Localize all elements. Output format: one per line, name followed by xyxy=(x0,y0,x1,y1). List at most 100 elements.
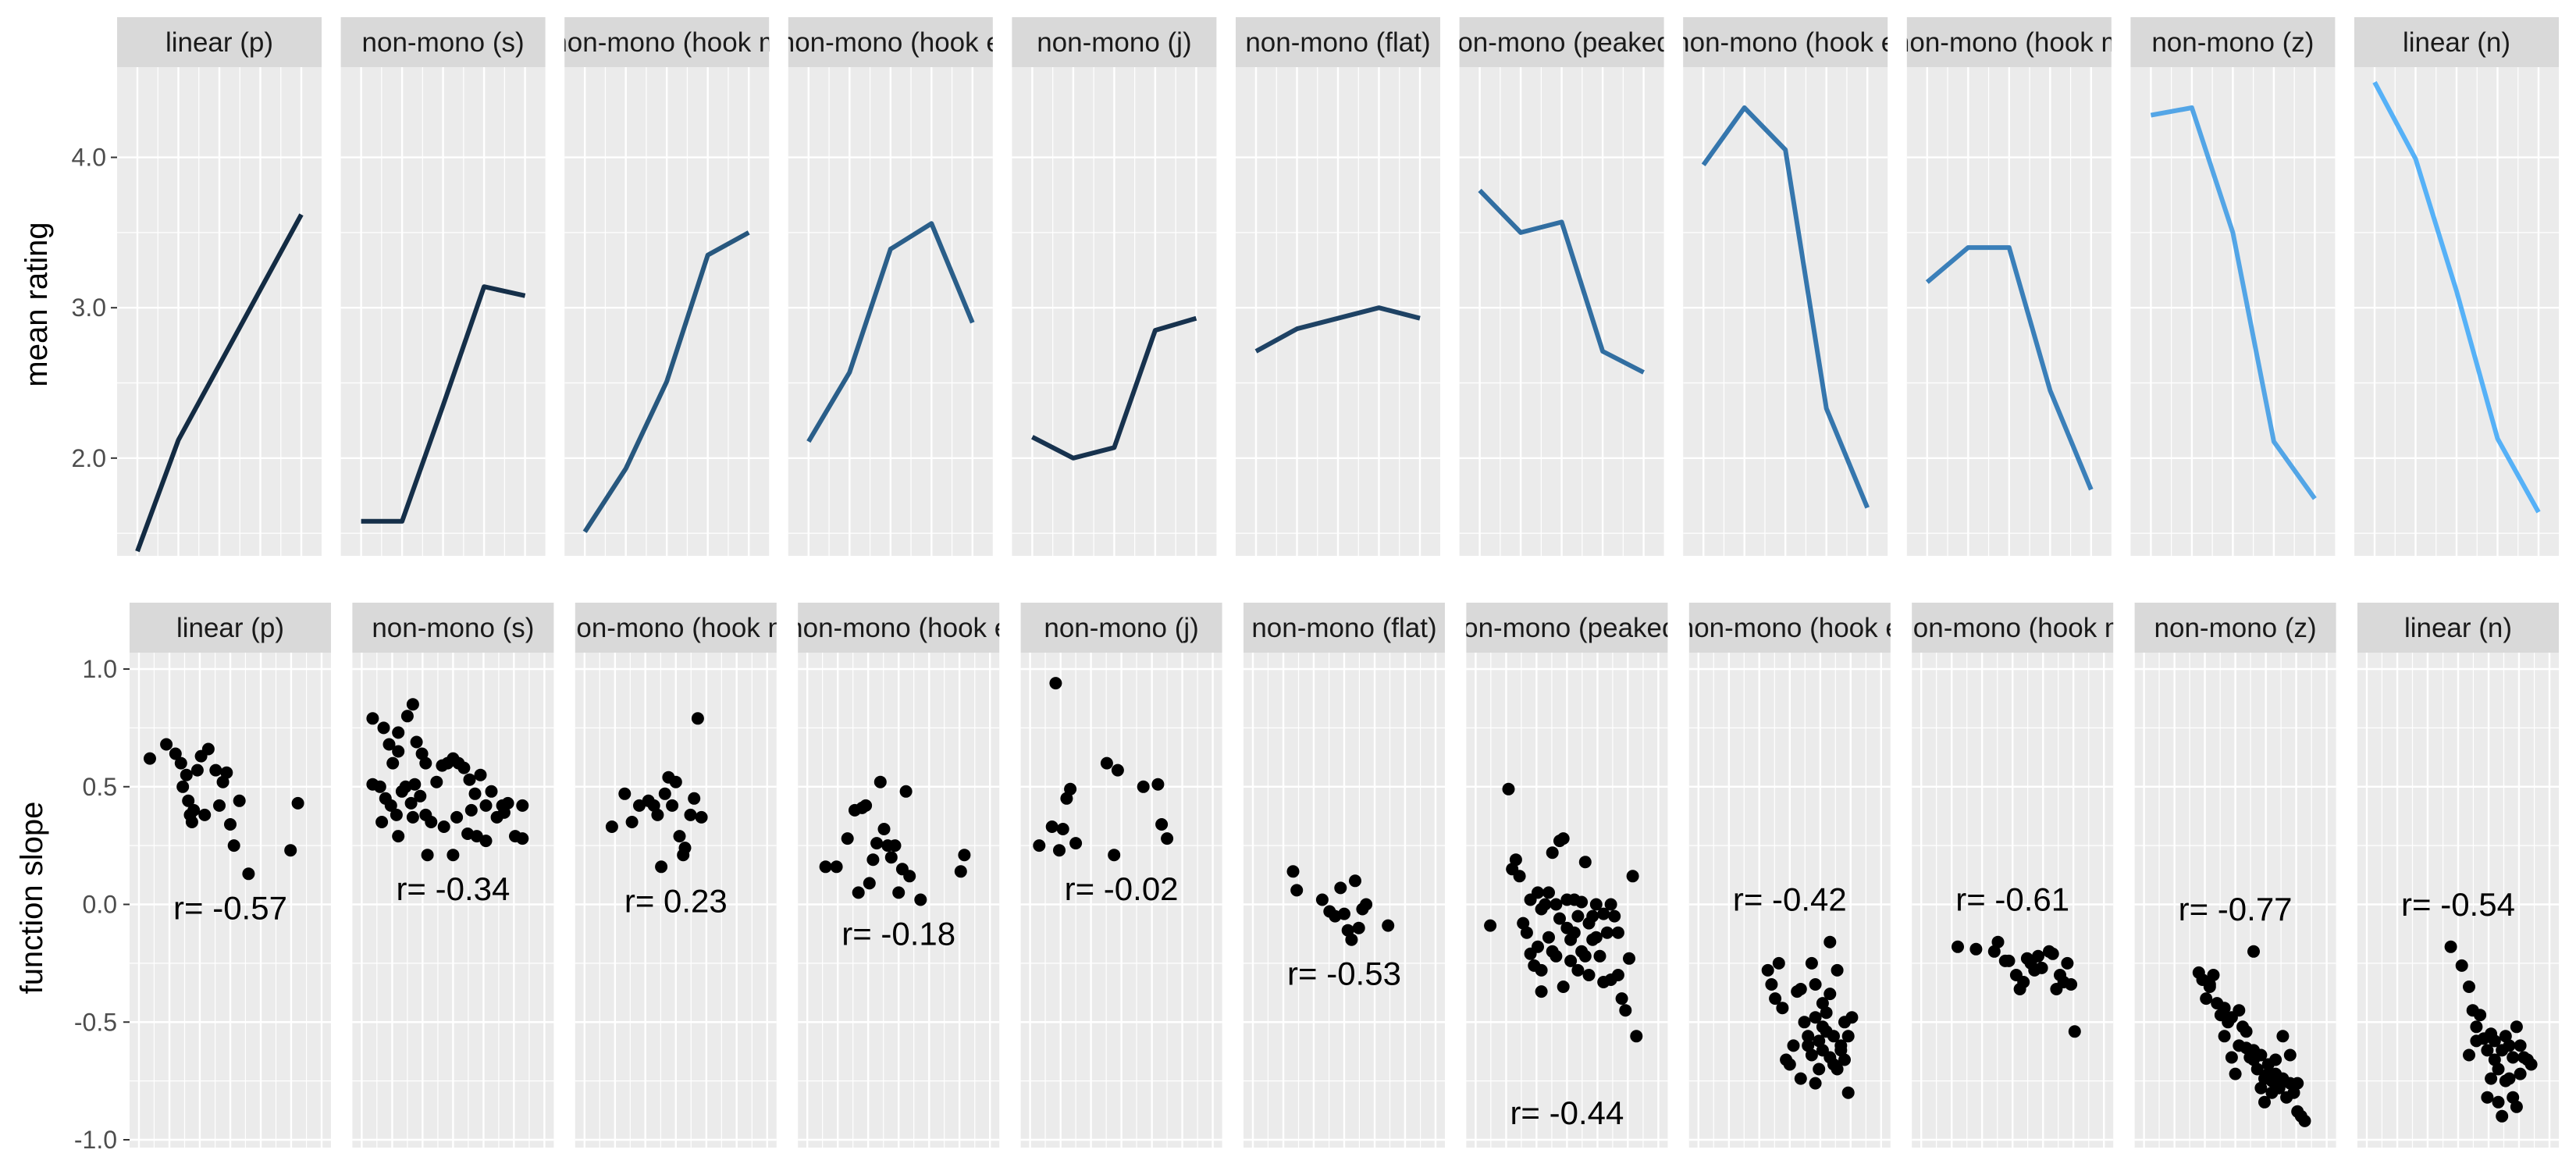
facet-strip xyxy=(1012,17,1217,67)
data-point xyxy=(516,832,529,845)
data-point xyxy=(1100,756,1113,770)
data-point xyxy=(1290,884,1304,897)
facet-strip-label: non-mono (hook e xyxy=(780,27,1002,58)
data-point xyxy=(2218,1002,2231,1015)
data-point xyxy=(1509,853,1522,867)
data-point xyxy=(2247,1053,2260,1066)
bottom-y-tick-label: 1.0 xyxy=(83,655,117,683)
data-point xyxy=(695,810,708,824)
data-point xyxy=(233,794,246,807)
data-point xyxy=(1608,909,1621,923)
data-point xyxy=(1823,935,1837,949)
data-point xyxy=(1360,898,1373,911)
data-point xyxy=(1769,992,1782,1005)
data-point xyxy=(415,747,429,760)
data-point xyxy=(414,789,427,803)
facet-strip-label: non-mono (hook m xyxy=(561,613,791,643)
data-point xyxy=(2225,1011,2238,1024)
data-point xyxy=(1813,1034,1826,1048)
data-point xyxy=(1586,933,1599,946)
data-point xyxy=(1517,917,1530,930)
data-point xyxy=(2507,1091,2520,1104)
data-point xyxy=(2276,1072,2290,1085)
data-point xyxy=(1991,935,2005,949)
scatter-panel: non-mono (z) r= -0.77 xyxy=(2134,603,2336,1148)
top-y-tick-label: 2.0 xyxy=(72,444,106,472)
data-point xyxy=(1033,839,1046,852)
scatter-panel: non-mono (hook m r= 0.23 xyxy=(561,603,791,1148)
data-point xyxy=(2503,1072,2516,1085)
data-point xyxy=(2068,1025,2081,1038)
data-point xyxy=(1611,969,1624,981)
data-point xyxy=(830,860,843,874)
data-point xyxy=(1952,940,1964,953)
data-point xyxy=(406,810,419,824)
data-point xyxy=(169,747,182,760)
data-point xyxy=(2254,1081,2268,1094)
data-point xyxy=(2218,1030,2231,1043)
data-point xyxy=(1611,926,1624,939)
data-point xyxy=(1286,865,1300,878)
facet-strip xyxy=(2354,17,2559,67)
data-point xyxy=(2481,1091,2494,1104)
data-point xyxy=(2247,945,2260,958)
data-point xyxy=(1334,881,1347,895)
data-point xyxy=(859,799,873,812)
bottom-y-tick-label: 0.0 xyxy=(83,891,117,919)
data-point xyxy=(2485,1072,2498,1085)
data-point xyxy=(1151,778,1165,791)
data-point xyxy=(1776,1002,1789,1015)
data-point xyxy=(174,756,187,770)
data-point xyxy=(501,796,514,810)
data-point xyxy=(2499,1030,2512,1043)
data-point xyxy=(1816,1020,1829,1034)
facet-strip xyxy=(1906,17,2112,67)
data-point xyxy=(892,886,906,899)
data-point xyxy=(2287,1086,2300,1099)
data-point xyxy=(224,818,237,831)
data-point xyxy=(903,870,916,883)
data-point xyxy=(1794,1072,1807,1085)
data-point xyxy=(187,803,201,817)
data-point xyxy=(1787,1039,1800,1052)
data-point xyxy=(863,877,876,890)
data-point xyxy=(2470,1034,2483,1048)
facet-strip xyxy=(1688,603,1891,653)
series-line xyxy=(1254,305,1421,354)
correlation-label: r= -0.42 xyxy=(1733,881,1847,918)
data-point xyxy=(1813,1062,1826,1076)
series-line xyxy=(1701,105,1870,509)
data-point xyxy=(2524,1058,2538,1071)
series-line xyxy=(1031,315,1197,461)
correlation-label: r= -0.34 xyxy=(396,870,510,907)
data-point xyxy=(2474,1009,2487,1022)
data-point xyxy=(841,832,854,845)
data-point xyxy=(408,778,422,791)
data-point xyxy=(1578,949,1592,963)
bottom-y-axis-title: function slope xyxy=(15,802,49,995)
data-point xyxy=(1532,886,1544,899)
data-point xyxy=(1349,874,1361,888)
line-panel: linear (p) xyxy=(117,17,322,556)
data-point xyxy=(450,810,464,824)
facet-strip-label: non-mono (peaked) xyxy=(1448,613,1686,643)
data-point xyxy=(1567,926,1581,939)
top-y-tick-label: 4.0 xyxy=(72,144,106,172)
data-point xyxy=(691,712,704,725)
data-point xyxy=(1338,907,1350,920)
data-point xyxy=(1761,963,1774,977)
data-point xyxy=(1553,912,1566,925)
facet-strip-label: non-mono (hook e xyxy=(1674,27,1896,58)
data-point xyxy=(1557,981,1570,993)
scatter-panel: non-mono (peaked) r= -0.44 xyxy=(1448,603,1686,1148)
data-point xyxy=(1315,893,1329,906)
scatter-panel: non-mono (flat) r= -0.53 xyxy=(1244,603,1445,1148)
data-point xyxy=(1542,931,1555,944)
data-point xyxy=(1520,926,1533,939)
scatter-panels-row: -1.0 -0.5 0.0 0.5 1.0 linear (p) r= -0.57 non-m… xyxy=(74,603,2559,1154)
line-panels-row: 2.0 3.0 4.0 linear (p) non-mono (s) non-mono … xyxy=(72,17,2559,556)
data-point xyxy=(2200,992,2213,1005)
data-point xyxy=(1049,677,1062,690)
data-point xyxy=(1532,940,1544,953)
